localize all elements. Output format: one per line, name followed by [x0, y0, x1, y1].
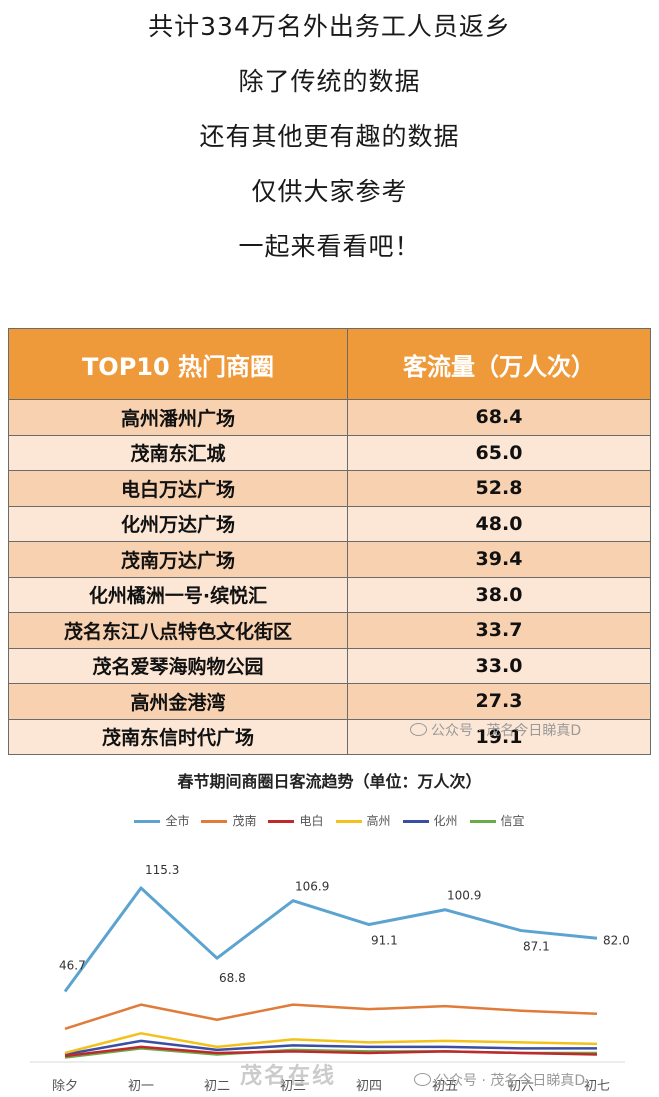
- passenger-flow-value: 38.0: [347, 576, 651, 613]
- passenger-flow-value: 33.7: [347, 612, 651, 649]
- data-label: 106.9: [295, 880, 329, 894]
- legend-item: 信宜: [469, 812, 525, 829]
- district-name: 化州橘洲一号·缤悦汇: [8, 576, 348, 613]
- passenger-flow-value: 39.4: [347, 541, 651, 578]
- district-name: 茂南东信时代广场: [8, 718, 348, 755]
- legend-item: 电白: [268, 812, 324, 829]
- site-watermark: 茂名在线: [240, 1064, 337, 1089]
- passenger-flow-value: 68.4: [347, 399, 651, 436]
- passenger-flow-value: 52.8: [347, 470, 651, 507]
- chart-watermark: 公众号 · 茂名今日睇真D: [414, 1070, 585, 1090]
- passenger-flow-value: 48.0: [347, 505, 651, 542]
- table-row: 电白万达广场 52.8: [8, 470, 651, 507]
- legend-item: 全市: [134, 812, 189, 829]
- series-line-4: [64, 1039, 597, 1056]
- top10-table: TOP10 热门商圈 客流量（万人次） 高州潘州广场 68.4 茂南东汇城 65.0 电…: [8, 328, 651, 755]
- table-watermark-text: 公众号 · 茂名今日睇真D: [431, 723, 582, 739]
- series-line-0: [63, 886, 598, 993]
- x-tick-label: 初二: [204, 1079, 230, 1094]
- legend-item: 化州: [402, 812, 458, 829]
- line-chart: 46.7 115.3 68.8 106.9 91.1 100.9 87.1 82.0 除夕 初一 初…: [30, 863, 630, 1094]
- legend-item: 高州: [335, 812, 391, 829]
- legend-label: 高州: [366, 814, 391, 828]
- header-passenger-flow: 客流量（万人次）: [347, 328, 651, 400]
- x-tick-label: 初六: [508, 1079, 534, 1094]
- wechat-icon: [414, 1073, 431, 1086]
- district-name: 茂南东汇城: [8, 434, 348, 471]
- table-row: 高州潘州广场 68.4: [8, 399, 651, 436]
- passenger-flow-value: 19.1: [347, 718, 651, 755]
- data-label: 82.0: [603, 933, 630, 947]
- chart-legend: 全市 茂南 电白 高州 化州 信宜: [0, 812, 659, 829]
- x-tick-label: 初五: [432, 1079, 458, 1094]
- data-label: 115.3: [145, 863, 179, 877]
- legend-label: 电白: [299, 814, 324, 828]
- legend-swatch: [134, 820, 161, 823]
- legend-swatch: [402, 820, 429, 823]
- x-tick-label: 初一: [128, 1079, 154, 1094]
- x-tick-label: 初七: [584, 1079, 610, 1094]
- district-name: 茂名爱琴海购物公园: [8, 647, 348, 684]
- series-line-3: [64, 1032, 598, 1055]
- data-label: 68.8: [219, 971, 246, 985]
- legend-label: 信宜: [500, 814, 525, 828]
- table-row: 茂南万达广场 39.4: [8, 541, 651, 578]
- data-label: 100.9: [447, 889, 481, 903]
- legend-label: 茂南: [232, 814, 257, 828]
- table-header-row: TOP10 热门商圈 客流量（万人次）: [8, 328, 651, 400]
- table-row: 茂南东信时代广场 19.1: [8, 718, 651, 755]
- x-tick-label: 初三: [280, 1079, 306, 1094]
- district-name: 化州万达广场: [8, 505, 348, 542]
- district-name: 高州潘州广场: [8, 399, 348, 436]
- legend-label: 全市: [165, 814, 190, 828]
- district-name: 茂南万达广场: [8, 541, 348, 578]
- table-row: 化州橘洲一号·缤悦汇 38.0: [8, 576, 651, 613]
- legend-swatch: [268, 820, 295, 823]
- district-name: 电白万达广场: [8, 470, 348, 507]
- series-line-1: [64, 1003, 598, 1030]
- legend-item: 茂南: [201, 812, 256, 829]
- chart-title: 春节期间商圈日客流趋势（单位：万人次）: [177, 772, 482, 791]
- table-row: 高州金港湾 27.3: [8, 683, 651, 720]
- x-tick-label: 初四: [356, 1079, 382, 1094]
- header-business-district: TOP10 热门商圈: [8, 328, 348, 400]
- intro-line-4: 仅供大家参考: [251, 177, 408, 206]
- data-label: 46.7: [59, 959, 86, 973]
- intro-line-5: 一起来看看吧！: [238, 232, 421, 261]
- passenger-flow-value: 27.3: [347, 683, 651, 720]
- wechat-icon: [410, 723, 427, 736]
- legend-label: 化州: [433, 814, 458, 828]
- table-watermark: 公众号 · 茂名今日睇真D: [410, 720, 581, 740]
- chart-watermark-text: 公众号 · 茂名今日睇真D: [435, 1073, 586, 1089]
- intro-line-3: 还有其他更有趣的数据: [199, 122, 460, 151]
- district-name: 茂名东江八点特色文化街区: [8, 612, 348, 649]
- passenger-flow-value: 33.0: [347, 647, 651, 684]
- data-label: 91.1: [371, 934, 398, 948]
- x-tick-label: 除夕: [52, 1079, 78, 1094]
- legend-swatch: [335, 820, 362, 823]
- intro-line-1: 共计334万名外出务工人员返乡: [148, 12, 511, 41]
- series-line-2: [64, 1045, 598, 1058]
- passenger-flow-value: 65.0: [347, 434, 651, 471]
- district-name: 高州金港湾: [8, 683, 348, 720]
- table-row: 化州万达广场 48.0: [8, 505, 651, 542]
- table-row: 茂南东汇城 65.0: [8, 434, 651, 471]
- data-label: 87.1: [523, 940, 550, 954]
- intro-line-2: 除了传统的数据: [238, 67, 421, 96]
- table-row: 茂名爱琴海购物公园 33.0: [8, 647, 651, 684]
- legend-swatch: [201, 820, 228, 823]
- table-row: 茂名东江八点特色文化街区 33.7: [8, 612, 651, 649]
- legend-swatch: [469, 820, 496, 823]
